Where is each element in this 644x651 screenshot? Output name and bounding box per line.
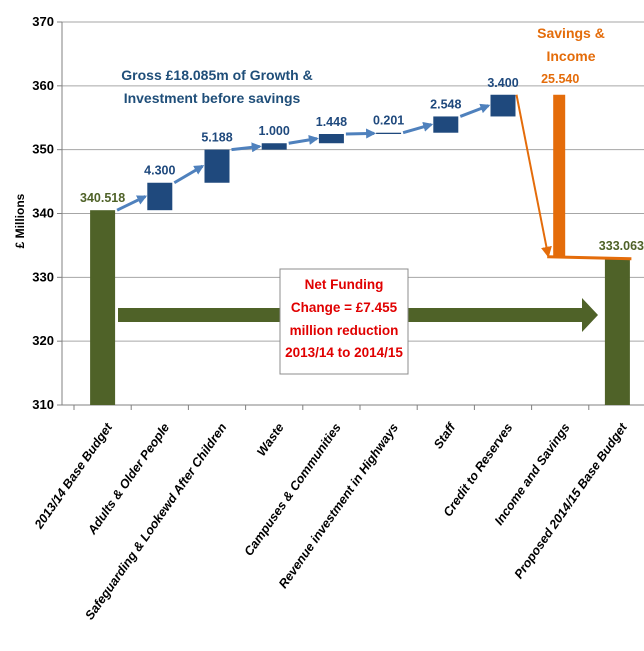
y-tick-label: 330 — [32, 269, 54, 284]
value-label: 2.548 — [430, 97, 461, 111]
bars — [90, 94, 630, 405]
category-label: Waste — [254, 421, 286, 459]
bar-total — [90, 210, 116, 405]
y-tick-label: 340 — [32, 206, 54, 221]
net-funding-box: Net Funding Change = £7.455 million redu… — [279, 268, 409, 375]
savings-annotation-line2: Income — [546, 48, 595, 64]
gridlines — [62, 21, 644, 342]
connector-arrow — [402, 121, 434, 135]
savings-annotation: Savings & Income — [537, 25, 605, 64]
growth-annotation-line1: Gross £18.085m of Growth & — [121, 67, 312, 83]
bar-increase — [376, 132, 402, 135]
y-tick-label: 350 — [32, 142, 54, 157]
value-label: 25.540 — [541, 72, 579, 86]
bar-increase — [433, 116, 459, 133]
y-axis: 310 320 330 340 350 360 370 — [32, 14, 644, 412]
connector-arrow — [231, 142, 262, 153]
savings-level-line — [547, 255, 632, 261]
value-labels: 340.518 4.300 5.188 1.000 1.448 0.201 2.548 3.4… — [80, 72, 644, 253]
y-axis-label: £ Millions — [13, 193, 27, 248]
savings-arrow — [515, 94, 552, 258]
net-funding-line4: 2013/14 to 2014/15 — [285, 345, 403, 360]
connector-arrow — [459, 103, 491, 118]
bar-total — [604, 257, 630, 405]
growth-annotation-line2: Investment before savings — [124, 90, 301, 106]
value-label: 3.400 — [487, 76, 518, 90]
connector-arrow — [345, 128, 377, 139]
category-label: Staff — [431, 419, 459, 451]
net-funding-line1: Net Funding — [305, 277, 384, 292]
connector-arrow — [288, 134, 319, 145]
value-label: 333.063 — [599, 239, 644, 253]
value-label: 4.300 — [144, 164, 175, 178]
value-label: 340.518 — [80, 191, 125, 205]
y-tick-label: 370 — [32, 14, 54, 29]
bar-increase — [318, 134, 344, 144]
category-label: Proposed 2014/15 Base Budget — [512, 420, 631, 581]
bar-increase — [204, 149, 230, 183]
growth-annotation: Gross £18.085m of Growth & Investment be… — [121, 67, 312, 106]
connector-arrows — [116, 94, 632, 261]
category-label: Revenue investment in Highways — [276, 421, 401, 591]
connector-arrow — [116, 195, 148, 212]
y-tick-label: 320 — [32, 333, 54, 348]
value-label: 5.188 — [201, 131, 232, 145]
bar-increase — [147, 182, 173, 211]
net-funding-line2: Change = £7.455 — [291, 300, 398, 315]
value-label: 1.448 — [316, 115, 347, 129]
y-tick-label: 360 — [32, 78, 54, 93]
value-label: 1.000 — [259, 124, 290, 138]
net-funding-line3: million reduction — [290, 323, 399, 338]
bar-increase — [261, 143, 287, 150]
value-label: 0.201 — [373, 114, 404, 128]
connector-arrow — [173, 164, 205, 185]
bar-increase — [490, 94, 516, 117]
bar-decrease — [553, 94, 566, 258]
y-tick-label: 310 — [32, 397, 54, 412]
savings-annotation-line1: Savings & — [537, 25, 605, 41]
net-funding-box-frame — [279, 268, 409, 375]
category-label: Campuses & Communities — [242, 421, 344, 559]
